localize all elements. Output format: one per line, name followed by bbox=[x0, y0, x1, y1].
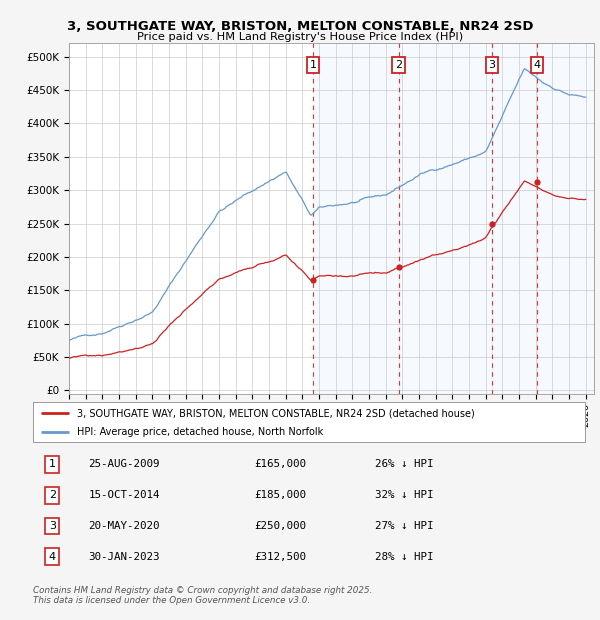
Text: 3: 3 bbox=[49, 521, 56, 531]
Text: 26% ↓ HPI: 26% ↓ HPI bbox=[375, 459, 434, 469]
Text: 25-AUG-2009: 25-AUG-2009 bbox=[88, 459, 160, 469]
Text: 3, SOUTHGATE WAY, BRISTON, MELTON CONSTABLE, NR24 2SD: 3, SOUTHGATE WAY, BRISTON, MELTON CONSTA… bbox=[67, 20, 533, 33]
Text: 4: 4 bbox=[533, 60, 541, 70]
Text: 1: 1 bbox=[310, 60, 317, 70]
Bar bbox=[399, 43, 492, 394]
Text: 20-MAY-2020: 20-MAY-2020 bbox=[88, 521, 160, 531]
Text: 2: 2 bbox=[49, 490, 56, 500]
Text: 1: 1 bbox=[49, 459, 56, 469]
Text: £185,000: £185,000 bbox=[254, 490, 306, 500]
Text: 30-JAN-2023: 30-JAN-2023 bbox=[88, 552, 160, 562]
Text: £250,000: £250,000 bbox=[254, 521, 306, 531]
Text: 3: 3 bbox=[488, 60, 496, 70]
Text: £312,500: £312,500 bbox=[254, 552, 306, 562]
Text: 27% ↓ HPI: 27% ↓ HPI bbox=[375, 521, 434, 531]
Text: Price paid vs. HM Land Registry's House Price Index (HPI): Price paid vs. HM Land Registry's House … bbox=[137, 32, 463, 42]
Bar bbox=[313, 43, 399, 394]
Text: 3, SOUTHGATE WAY, BRISTON, MELTON CONSTABLE, NR24 2SD (detached house): 3, SOUTHGATE WAY, BRISTON, MELTON CONSTA… bbox=[77, 408, 475, 418]
Text: £165,000: £165,000 bbox=[254, 459, 306, 469]
Text: 32% ↓ HPI: 32% ↓ HPI bbox=[375, 490, 434, 500]
Text: 2: 2 bbox=[395, 60, 403, 70]
Text: 4: 4 bbox=[49, 552, 56, 562]
Text: 15-OCT-2014: 15-OCT-2014 bbox=[88, 490, 160, 500]
Bar bbox=[537, 43, 594, 394]
Text: Contains HM Land Registry data © Crown copyright and database right 2025.
This d: Contains HM Land Registry data © Crown c… bbox=[33, 586, 373, 605]
Bar bbox=[492, 43, 537, 394]
Text: 28% ↓ HPI: 28% ↓ HPI bbox=[375, 552, 434, 562]
Text: HPI: Average price, detached house, North Norfolk: HPI: Average price, detached house, Nort… bbox=[77, 427, 323, 437]
